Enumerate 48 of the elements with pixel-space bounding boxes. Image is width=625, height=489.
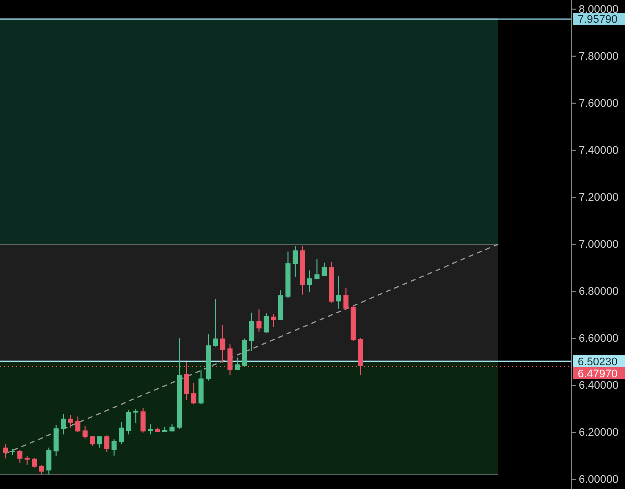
candlestick <box>307 270 313 293</box>
candlestick <box>271 314 276 328</box>
candlestick <box>61 414 66 436</box>
candlestick <box>82 426 88 440</box>
y-tick-label: 6.60000 <box>579 333 619 346</box>
y-tick-label: 8.00000 <box>579 4 619 16</box>
candlestick <box>256 309 262 332</box>
candlestick <box>119 422 124 446</box>
candlestick <box>3 444 8 460</box>
candlestick <box>148 424 154 436</box>
y-tick-label: 7.40000 <box>579 144 619 157</box>
ref-line-label: 7.95790 <box>578 14 618 26</box>
y-tick-label: 6.80000 <box>579 286 619 298</box>
candlestick <box>46 447 52 476</box>
candlestick <box>32 457 38 468</box>
candlestick <box>292 246 298 278</box>
ref-line-label: 6.50230 <box>578 356 618 368</box>
candlestick <box>234 357 240 371</box>
ref-line-label: 6.47970 <box>578 368 618 380</box>
y-tick-label: 7.60000 <box>579 98 619 110</box>
candlestick <box>140 408 146 434</box>
y-tick-label: 7.00000 <box>579 239 619 252</box>
candlestick <box>54 424 59 457</box>
candlestick <box>104 435 110 453</box>
candlestick <box>322 262 327 277</box>
y-tick-label: 7.80000 <box>579 50 619 63</box>
candlestick <box>24 456 30 466</box>
candlestick <box>18 450 23 464</box>
y-tick-label: 7.20000 <box>579 192 619 204</box>
candlestick <box>220 324 226 364</box>
candlestick <box>336 276 342 310</box>
candlestick <box>39 464 44 476</box>
candlestick <box>126 410 132 436</box>
candlestick <box>76 416 81 433</box>
y-tick-label: 6.00000 <box>579 474 619 486</box>
candlestick <box>264 313 270 334</box>
y-tick-label: 6.20000 <box>579 427 619 440</box>
candlestick <box>191 382 197 406</box>
candlestick <box>97 436 102 448</box>
candlestick <box>68 414 74 428</box>
candlestick <box>249 312 255 352</box>
candlestick <box>90 436 96 447</box>
candlestick <box>314 259 320 280</box>
candlestick <box>344 287 349 310</box>
candlestick <box>112 439 117 456</box>
y-tick-label: 6.40000 <box>579 380 619 392</box>
candlestick <box>134 409 139 424</box>
candlestick <box>213 299 218 348</box>
